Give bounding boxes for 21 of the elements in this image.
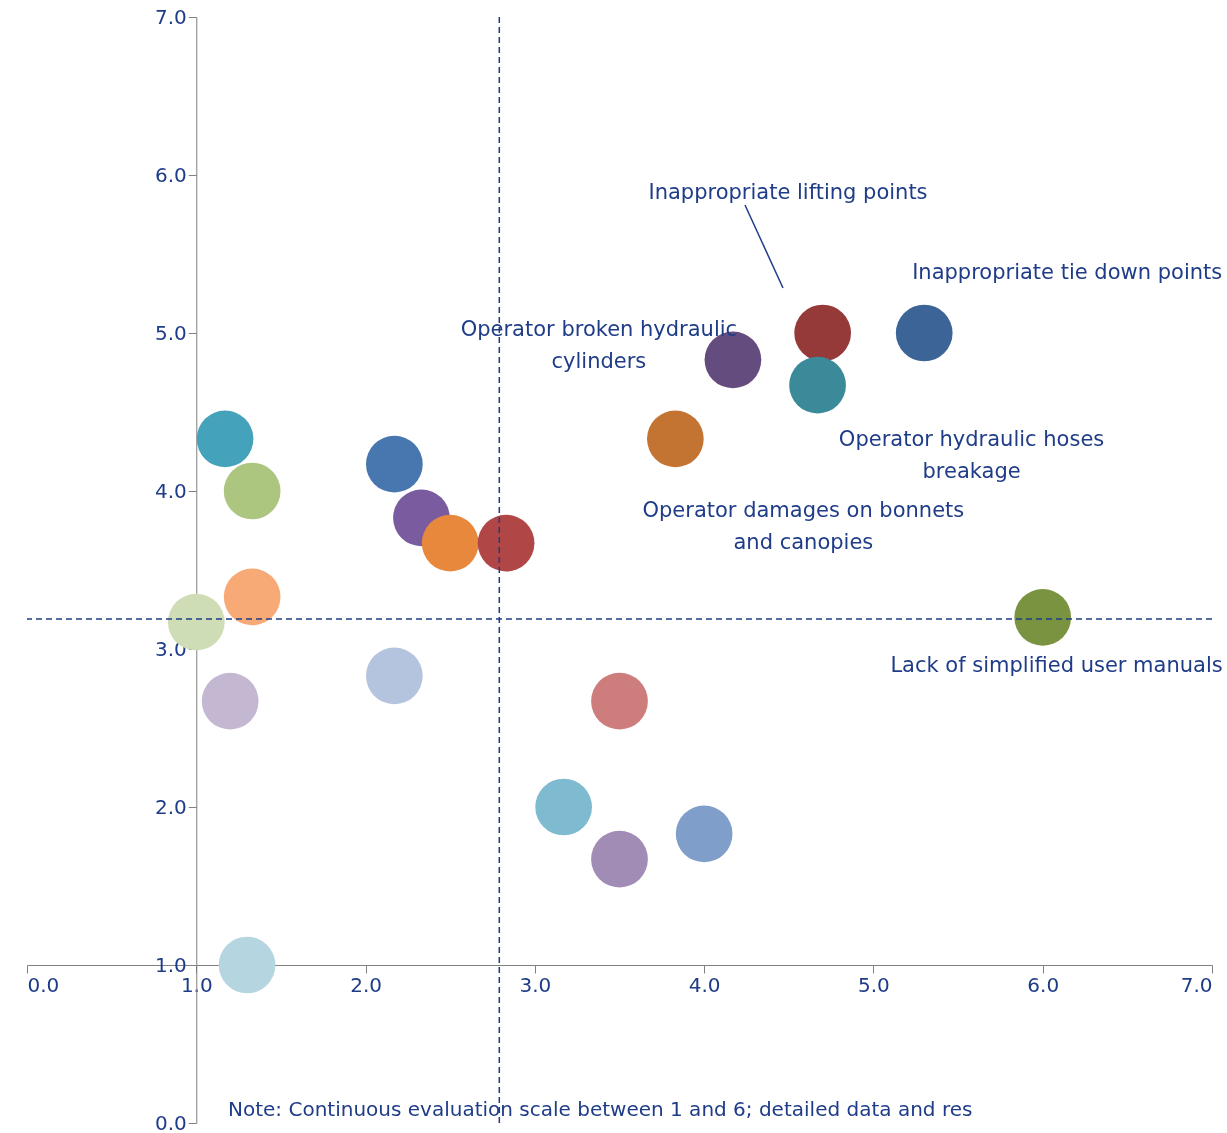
x-tick-label: 4.0	[688, 972, 721, 997]
annotation: Operator damages on bonnets and canopies	[642, 497, 965, 554]
y-tick-label: 7.0	[154, 4, 187, 29]
x-tick-label: 5.0	[858, 972, 890, 997]
annotation: Inappropriate lifting points	[648, 180, 928, 204]
annotation: Operator broken hydraulic cylinders	[460, 316, 738, 373]
y-tick-label: 6.0	[154, 162, 187, 187]
x-tick-label: 2.0	[350, 972, 382, 997]
x-tick-label: 7.0	[1180, 972, 1213, 997]
x-tick-label: 6.0	[1027, 972, 1060, 997]
y-tick-label: 4.0	[154, 478, 187, 503]
annotation: Inappropriate tie down points	[912, 260, 1223, 284]
annotation: Lack of simplified user manuals	[890, 653, 1223, 678]
x-tick-label: 0.0	[27, 972, 60, 997]
annotation: Note: Continuous evaluation scale between 1 and 6; detailed data and res	[228, 1097, 973, 1121]
y-tick-label: 5.0	[154, 320, 187, 345]
annotation: Operator hydraulic hoses breakage	[838, 427, 1105, 484]
y-tick-label: 0.0	[154, 1110, 187, 1133]
y-tick-label: 2.0	[154, 794, 187, 819]
x-tick-label: 1.0	[180, 972, 213, 997]
x-tick-label: 3.0	[519, 972, 552, 997]
